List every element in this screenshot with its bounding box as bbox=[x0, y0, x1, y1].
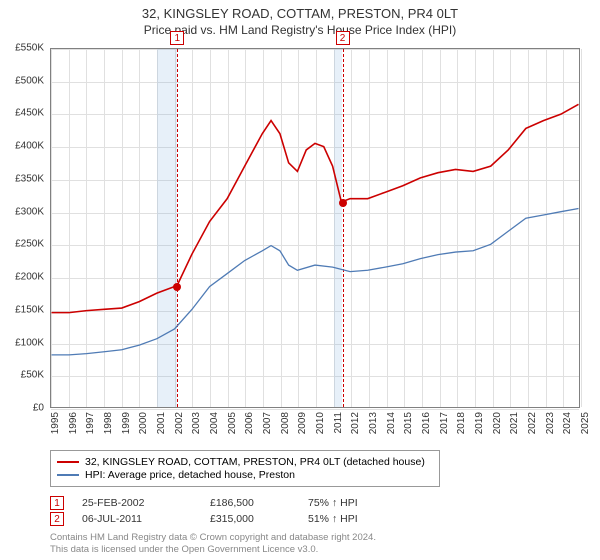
table-row: 2 06-JUL-2011 £315,000 51% ↑ HPI bbox=[50, 512, 580, 526]
chart-subtitle: Price paid vs. HM Land Registry's House … bbox=[0, 23, 600, 37]
attribution-line: This data is licensed under the Open Gov… bbox=[50, 544, 580, 556]
tx-date: 06-JUL-2011 bbox=[82, 513, 192, 525]
legend-swatch bbox=[57, 474, 79, 476]
transaction-table: 1 25-FEB-2002 £186,500 75% ↑ HPI 2 06-JU… bbox=[50, 494, 580, 528]
x-axis-labels: 1995199619971998199920002001200220032004… bbox=[50, 410, 580, 450]
chart-title: 32, KINGSLEY ROAD, COTTAM, PRESTON, PR4 … bbox=[0, 6, 600, 21]
table-row: 1 25-FEB-2002 £186,500 75% ↑ HPI bbox=[50, 496, 580, 510]
attribution: Contains HM Land Registry data © Crown c… bbox=[50, 532, 580, 556]
legend-label: HPI: Average price, detached house, Pres… bbox=[85, 469, 295, 481]
y-axis-labels: £0£50K£100K£150K£200K£250K£300K£350K£400… bbox=[0, 48, 48, 408]
legend-swatch bbox=[57, 461, 79, 463]
legend-row: HPI: Average price, detached house, Pres… bbox=[57, 469, 433, 481]
tx-price: £186,500 bbox=[210, 497, 290, 509]
tx-hpi: 51% ↑ HPI bbox=[308, 513, 388, 525]
legend: 32, KINGSLEY ROAD, COTTAM, PRESTON, PR4 … bbox=[50, 450, 440, 487]
tx-price: £315,000 bbox=[210, 513, 290, 525]
legend-label: 32, KINGSLEY ROAD, COTTAM, PRESTON, PR4 … bbox=[85, 456, 425, 468]
marker-tag: 2 bbox=[50, 512, 64, 526]
title-block: 32, KINGSLEY ROAD, COTTAM, PRESTON, PR4 … bbox=[0, 0, 600, 37]
chart-container: 32, KINGSLEY ROAD, COTTAM, PRESTON, PR4 … bbox=[0, 0, 600, 560]
legend-row: 32, KINGSLEY ROAD, COTTAM, PRESTON, PR4 … bbox=[57, 456, 433, 468]
tx-hpi: 75% ↑ HPI bbox=[308, 497, 388, 509]
marker-tag: 1 bbox=[50, 496, 64, 510]
plot-area: 12 bbox=[50, 48, 580, 408]
tx-date: 25-FEB-2002 bbox=[82, 497, 192, 509]
line-series-svg bbox=[51, 49, 579, 407]
attribution-line: Contains HM Land Registry data © Crown c… bbox=[50, 532, 580, 544]
